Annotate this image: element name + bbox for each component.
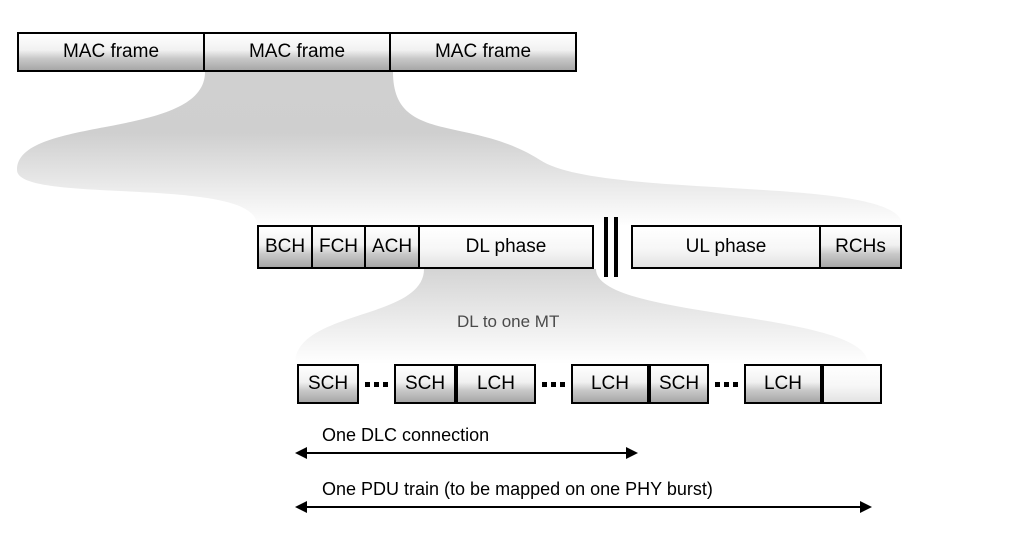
frame-cell: RCHs	[819, 225, 902, 269]
frame-cell-label: LCH	[477, 373, 515, 395]
frame-detail-row-right: UL phase RCHs	[631, 225, 902, 269]
frame-cell: LCH	[456, 364, 536, 404]
frame-cell-label: SCH	[308, 373, 348, 395]
frame-cell-label: MAC frame	[249, 41, 345, 63]
frame-cell-label: FCH	[319, 236, 358, 258]
row-break-bars	[604, 217, 618, 277]
frame-cell-label: SCH	[659, 373, 699, 395]
frame-cell-label: DL phase	[466, 236, 547, 258]
frame-detail-row-left: BCH FCH ACH DL phase	[257, 225, 594, 269]
frame-cell: LCH	[744, 364, 822, 404]
frame-cell: DL phase	[418, 225, 594, 269]
frame-cell: SCH	[649, 364, 709, 404]
one-pdu-train-arrow	[297, 506, 870, 508]
one-dlc-connection-arrow	[297, 452, 636, 454]
frame-cell-label: LCH	[764, 373, 802, 395]
mac-frame-diagram: MAC frame MAC frame MAC frame BCH FCH ACH DL …	[0, 0, 1024, 545]
dl-to-one-mt-label: DL to one MT	[457, 312, 559, 332]
frame-cell: FCH	[311, 225, 366, 269]
frame-cell-label: ACH	[372, 236, 412, 258]
pdu-train-row: SCH SCH LCH LCH SCH LCH	[297, 364, 882, 404]
frame-cell-label: MAC frame	[63, 41, 159, 63]
frame-cell: SCH	[394, 364, 456, 404]
frame-cell-label: MAC frame	[435, 41, 531, 63]
frame-cell: UL phase	[631, 225, 821, 269]
mac-frame-row: MAC frame MAC frame MAC frame	[17, 32, 577, 72]
frame-cell: SCH	[297, 364, 359, 404]
one-dlc-connection-label: One DLC connection	[322, 425, 489, 446]
frame-cell-label: LCH	[591, 373, 629, 395]
ellipsis-dots	[536, 364, 571, 404]
frame-cell: MAC frame	[17, 32, 205, 72]
frame-cell-label: BCH	[265, 236, 305, 258]
ellipsis-dots	[359, 364, 394, 404]
frame-cell: BCH	[257, 225, 313, 269]
one-pdu-train-label: One PDU train (to be mapped on one PHY b…	[322, 479, 713, 500]
funnel-bottom	[0, 0, 1024, 545]
frame-cell-label: UL phase	[686, 236, 767, 258]
ellipsis-dots	[709, 364, 744, 404]
frame-cell: LCH	[571, 364, 649, 404]
frame-cell-label: RCHs	[835, 236, 886, 258]
frame-cell: MAC frame	[203, 32, 391, 72]
frame-cell-label: SCH	[405, 373, 445, 395]
frame-cell	[822, 364, 882, 404]
frame-cell: ACH	[364, 225, 420, 269]
frame-cell: MAC frame	[389, 32, 577, 72]
